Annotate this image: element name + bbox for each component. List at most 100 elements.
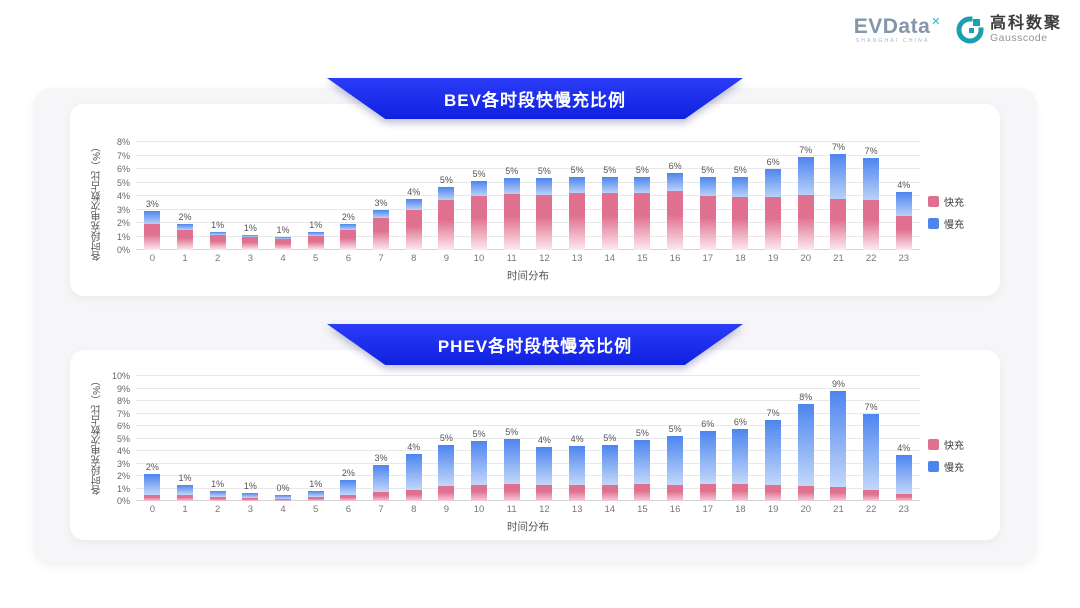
bar-segment-fast <box>373 492 390 501</box>
bar-segment-fast <box>340 494 357 501</box>
bev-banner-ribbon: BEV各时段快慢充比例 <box>327 78 743 119</box>
bar-segment-slow <box>471 181 488 196</box>
bar-segment-fast <box>242 237 259 250</box>
dashboard-container: BEV各时段快慢充比例 各时段充电次数占比（%） 0% 1% 2% 3% 4% 5% 6% 7… <box>33 78 1037 566</box>
bar-segment-slow <box>405 453 422 490</box>
bev-chart-banner: BEV各时段快慢充比例 <box>327 78 743 119</box>
x-tick-label: 15 <box>637 504 648 515</box>
y-tick-label: 3% <box>116 458 130 469</box>
bar-segment-slow <box>895 191 912 217</box>
bar-segment-slow <box>699 177 716 196</box>
x-tick-label: 6 <box>345 253 352 264</box>
gridline <box>136 181 920 183</box>
x-axis-ticks: 0 1 2 3 4 5 6 7 8 9 10 11 12 13 14 15 16 17 18 19 20 21 22 23 <box>136 253 920 264</box>
bar-slot: 6% <box>757 142 790 250</box>
bar-segment-fast <box>307 235 324 250</box>
bar-segment-slow <box>275 494 292 499</box>
bar-value-label: 1% <box>276 224 290 235</box>
legend-item-slow[interactable]: 慢充 <box>928 459 990 474</box>
bar-value-label: 3% <box>374 197 388 208</box>
bar-segment-slow <box>830 154 847 199</box>
gausscode-cn-name: 高科数聚 <box>989 15 1062 33</box>
x-tick-label: 22 <box>865 504 877 515</box>
bar-segment-fast <box>536 484 553 501</box>
bar-segment-fast <box>536 194 553 250</box>
legend-item-fast[interactable]: 快充 <box>928 194 990 209</box>
bev-chart-title: BEV各时段快慢充比例 <box>444 91 626 110</box>
x-tick-label: 3 <box>247 253 253 264</box>
bar-slot: 4% <box>528 376 561 501</box>
bar-slot: 4% <box>887 142 920 250</box>
bar-segment-slow <box>177 224 193 230</box>
y-axis-label: 各时段充电次数占比（%） <box>92 376 103 495</box>
bar-segment-slow <box>503 178 520 194</box>
bar-segment-fast <box>765 484 782 501</box>
x-tick-label: 22 <box>865 253 877 264</box>
legend-item-slow[interactable]: 慢充 <box>928 216 990 231</box>
x-tick-label: 10 <box>473 504 485 515</box>
gridline <box>136 487 920 489</box>
bar-segment-fast <box>732 197 749 250</box>
bar-segment-fast <box>569 484 586 501</box>
legend-label: 慢充 <box>944 462 964 474</box>
bar-segment-fast <box>830 487 847 501</box>
bar-value-label: 1% <box>178 473 192 484</box>
y-tick-label: 1% <box>116 483 130 494</box>
gridline <box>136 222 920 223</box>
bar-value-label: 4% <box>407 186 421 197</box>
bar-segment-slow <box>863 158 880 201</box>
bar-segment-fast <box>634 483 651 501</box>
bar-segment-fast <box>895 493 912 501</box>
bar-segment-slow <box>307 491 324 498</box>
bar-slot: 7% <box>822 142 855 250</box>
bar-segment-slow <box>144 210 161 225</box>
bar-segment-slow <box>863 413 880 490</box>
y-axis-ticks: 0% 1% 2% 3% 4% 5% 6% 7% 8% 9% 10% <box>106 371 136 506</box>
x-tick-label: 7 <box>378 504 384 515</box>
phev-banner-ribbon: PHEV各时段快慢充比例 <box>327 324 743 365</box>
bar-slot: 3% <box>136 142 169 250</box>
bar-value-label: 6% <box>668 161 682 172</box>
plot-area: 2% 1% 1% 1% 0% 1% 2% 3% 4% 5% 5% 5% 4% 4% 5% 5% 5% 6% 6% 7%… <box>136 375 920 501</box>
x-tick-label: 16 <box>669 504 681 515</box>
x-tick-label: 0 <box>149 253 155 264</box>
bar-value-label: 6% <box>733 416 747 427</box>
phev-chart-section: PHEV各时段快慢充比例 各时段充电次数占比（%） 0% 1% 2% 3% 4% 5% 6%… <box>70 324 1000 540</box>
gausscode-logo-text: 高科数聚 Gausscode <box>989 15 1062 44</box>
bar-segment-fast <box>177 495 193 501</box>
bar-value-label: 1% <box>243 480 257 491</box>
bar-value-label: 2% <box>341 467 355 478</box>
x-axis-line <box>136 249 920 250</box>
bar-value-label: 0% <box>276 482 290 493</box>
bar-segment-slow <box>830 391 847 488</box>
x-tick-label: 1 <box>182 504 188 515</box>
bar-segment-fast <box>209 497 226 501</box>
y-tick-label: 0% <box>116 245 130 255</box>
bar-slot: 9% <box>822 376 855 501</box>
x-tick-label: 2 <box>215 253 221 264</box>
bar-slot: 5% <box>463 142 496 250</box>
bar-slot: 2% <box>332 376 365 501</box>
bar-segment-slow <box>405 198 422 210</box>
bar-value-label: 5% <box>439 432 453 443</box>
gausscode-logo: 高科数聚 Gausscode <box>956 15 1062 44</box>
bar-segment-slow <box>144 473 161 495</box>
x-tick-label: 11 <box>506 253 517 264</box>
x-tick-label: 8 <box>411 504 417 515</box>
bar-value-label: 1% <box>211 219 225 230</box>
gridline <box>136 195 920 196</box>
x-tick-label: 19 <box>767 253 779 264</box>
bar-slot: 4% <box>397 376 430 501</box>
x-tick-label: 17 <box>702 504 714 515</box>
legend-item-fast[interactable]: 快充 <box>928 437 990 452</box>
gridline <box>136 437 920 439</box>
bar-segment-fast <box>667 190 684 250</box>
bar-segment-fast <box>863 200 880 250</box>
bar-segment-fast <box>503 483 520 501</box>
bar-segment-fast <box>177 229 193 250</box>
bar-value-label: 7% <box>799 144 813 155</box>
page-header: EVData✕ SHANGHAI CHINA 高科数聚 Gausscode <box>854 15 1062 44</box>
bar-slot: 5% <box>691 142 724 250</box>
phev-chart-card: 各时段充电次数占比（%） 0% 1% 2% 3% 4% 5% 6% 7% 8% 9% 10% 2% 1… <box>70 350 1000 540</box>
x-tick-label: 0 <box>149 504 155 515</box>
